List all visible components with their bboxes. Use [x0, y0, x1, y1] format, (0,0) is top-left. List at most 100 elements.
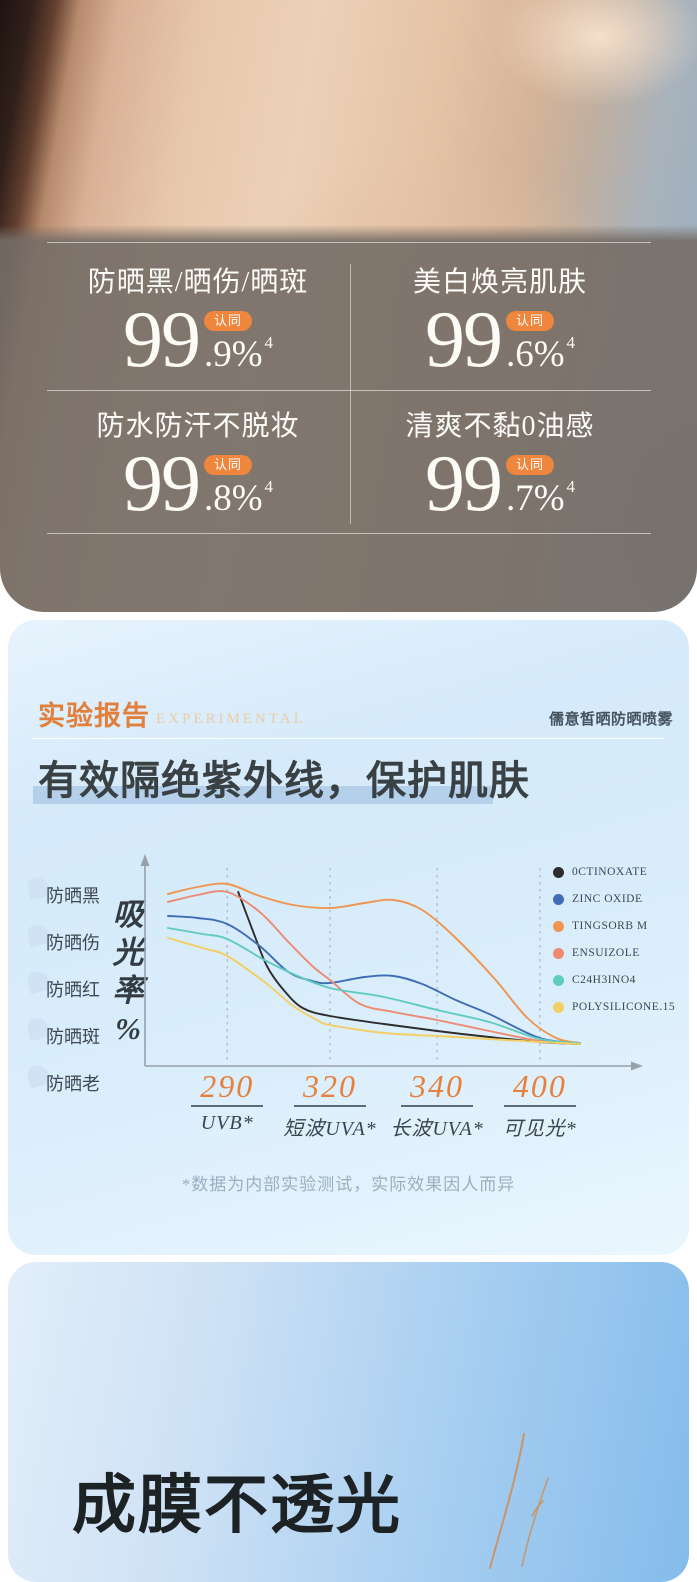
headline-highlight-bar: [33, 786, 493, 804]
stats-divider-middle: [47, 390, 651, 391]
x-tick: 400 可见光*: [465, 1070, 615, 1141]
x-axis-ticks: 290 UVB* 320 短波UVA* 340 长波UVA* 400 可见光*: [8, 1070, 689, 1170]
legend-dot: [553, 893, 564, 905]
stat-value-integer: 99: [424, 295, 503, 384]
legend-label: C24H3INO4: [572, 974, 636, 986]
legend-dot: [553, 947, 564, 959]
protection-label: 防晒斑: [38, 1023, 100, 1047]
stat-value-side: 认同 .6% 4: [505, 308, 576, 375]
legend-label: 0CTINOXATE: [572, 866, 648, 878]
stat-number: 99 认同 .8% 4: [122, 440, 274, 529]
stat-value-side: 认同 .7% 4: [505, 452, 576, 520]
legend-item: ZINC OXIDE: [553, 893, 675, 905]
experiment-report-panel: 实验报告 EXPERIMENTAL 儒意皙晒防晒喷雾 有效隔绝紫外线，保护肌肤 …: [8, 620, 689, 1255]
legend-item: ENSUIZOLE: [553, 947, 675, 959]
series-line-polysilicone-15: [166, 937, 581, 1045]
x-tick: 290 UVB*: [152, 1070, 302, 1135]
stat-cell: 防晒黑/晒伤/晒斑 99 认同 .9% 4: [47, 243, 349, 390]
stat-label: 防水防汗不脱妆: [96, 411, 300, 443]
stat-cell: 清爽不黏0油感 99 认同 .7% 4: [349, 390, 651, 532]
x-tick-band-name: UVB*: [200, 1112, 254, 1134]
section-title-cn: 实验报告: [38, 701, 150, 731]
protection-label: 防晒黑: [38, 882, 100, 906]
x-tick-band-name: 长波UVA*: [390, 1118, 484, 1140]
series-line-zinc-oxide: [166, 915, 581, 1044]
x-tick-wavelength: 290: [191, 1070, 264, 1107]
section-title-en: EXPERIMENTAL: [156, 711, 306, 727]
chart-legend: 0CTINOXATE ZINC OXIDE TINGSORB M ENSUIZOLE C…: [553, 866, 675, 1028]
stat-label: 防晒黑/晒伤/晒斑: [87, 266, 309, 298]
chart-footnote: *数据为内部实验测试，实际效果因人而异: [181, 1175, 516, 1194]
hero-photo-card: 防晒黑/晒伤/晒斑 99 认同 .9% 4 美白焕亮肌肤 99 认同 .6% 4 防水防汗不脱妆 99…: [0, 0, 697, 612]
stat-value-integer: 99: [122, 295, 201, 384]
stat-value-fraction: .7% 4: [505, 477, 576, 520]
headline: 有效隔绝紫外线，保护肌肤: [38, 758, 530, 803]
x-tick: 340 长波UVA*: [362, 1070, 512, 1141]
legend-label: POLYSILICONE.15: [572, 1001, 676, 1013]
legend-item: 0CTINOXATE: [553, 866, 675, 878]
x-tick-band-name: 可见光*: [502, 1118, 577, 1140]
x-tick-wavelength: 400: [503, 1070, 576, 1107]
film-section-panel: 成膜不透光: [8, 1262, 689, 1582]
series-line-ensuizole: [166, 890, 581, 1045]
absorbance-chart: [140, 854, 643, 1071]
legend-item: C24H3INO4: [553, 974, 675, 986]
legend-dot: [553, 920, 564, 932]
stat-value-integer: 99: [424, 440, 503, 529]
legend-item: POLYSILICONE.15: [553, 1001, 675, 1013]
stats-divider-top: [47, 242, 651, 243]
protection-labels: 防晒黑防晒伤防晒红防晒斑防晒老: [38, 882, 100, 1117]
approval-badge: 认同: [203, 310, 252, 331]
stat-value-side: 认同 .8% 4: [203, 452, 274, 520]
decorative-strokes: [489, 1433, 549, 1569]
x-axis-arrow: [631, 1061, 643, 1071]
x-tick-wavelength: 340: [401, 1070, 474, 1107]
approval-badge: 认同: [203, 455, 252, 476]
stat-number: 99 认同 .6% 4: [424, 295, 576, 384]
y-axis-char: 吸: [112, 897, 144, 932]
series-line-0ctinoxate: [237, 891, 581, 1045]
legend-label: TINGSORB M: [572, 920, 648, 932]
stat-label: 清爽不黏0油感: [405, 411, 595, 443]
stat-value-integer: 99: [122, 440, 201, 529]
y-axis-char: %: [115, 1011, 141, 1046]
stat-label: 美白焕亮肌肤: [412, 266, 587, 298]
legend-label: ZINC OXIDE: [572, 893, 643, 905]
approval-badge: 认同: [505, 455, 554, 476]
header-divider: [32, 738, 665, 739]
stat-cell: 美白焕亮肌肤 99 认同 .6% 4: [349, 243, 651, 390]
x-tick: 320 短波UVA*: [255, 1070, 405, 1141]
series-line-tingsorb-m: [166, 882, 581, 1044]
legend-dot: [553, 1001, 564, 1013]
y-axis-char: 光: [112, 935, 144, 970]
stat-value-fraction: .6% 4: [505, 332, 576, 375]
stats-overlay-panel: 防晒黑/晒伤/晒斑 99 认同 .9% 4 美白焕亮肌肤 99 认同 .6% 4 防水防汗不脱妆 99…: [0, 225, 697, 612]
stat-footnote-marker: 4: [566, 332, 576, 352]
stats-divider-vertical: [350, 264, 351, 524]
stat-number: 99 认同 .9% 4: [122, 295, 274, 384]
legend-label: ENSUIZOLE: [572, 947, 640, 959]
approval-badge: 认同: [505, 310, 554, 331]
film-section-title: 成膜不透光: [72, 1470, 402, 1541]
stat-number: 99 认同 .7% 4: [424, 440, 576, 529]
protection-label: 防晒伤: [38, 929, 100, 953]
protection-label: 防晒红: [38, 976, 100, 1000]
stat-value-fraction: .9% 4: [203, 332, 274, 375]
stat-cell: 防水防汗不脱妆 99 认同 .8% 4: [47, 390, 349, 532]
stat-value-side: 认同 .9% 4: [203, 308, 274, 375]
stat-footnote-marker: 4: [264, 477, 274, 497]
x-tick-band-name: 短波UVA*: [283, 1118, 377, 1140]
y-axis-label: 吸光率%: [110, 896, 146, 1048]
y-axis-arrow: [140, 854, 150, 866]
protection-label: 防晒老: [38, 1070, 100, 1094]
stat-value-fraction: .8% 4: [203, 477, 274, 520]
y-axis-char: 率: [112, 973, 144, 1008]
product-name-badge: 儒意皙晒防晒喷雾: [548, 712, 673, 728]
series-line-c24h3ino4: [166, 927, 581, 1044]
legend-item: TINGSORB M: [553, 920, 675, 932]
x-tick-wavelength: 320: [293, 1070, 366, 1107]
stat-footnote-marker: 4: [566, 477, 576, 497]
stat-footnote-marker: 4: [264, 332, 274, 352]
product-promo-page: { "hero": { "stats": { "badge_label": "认…: [0, 0, 697, 1500]
legend-dot: [553, 866, 564, 878]
